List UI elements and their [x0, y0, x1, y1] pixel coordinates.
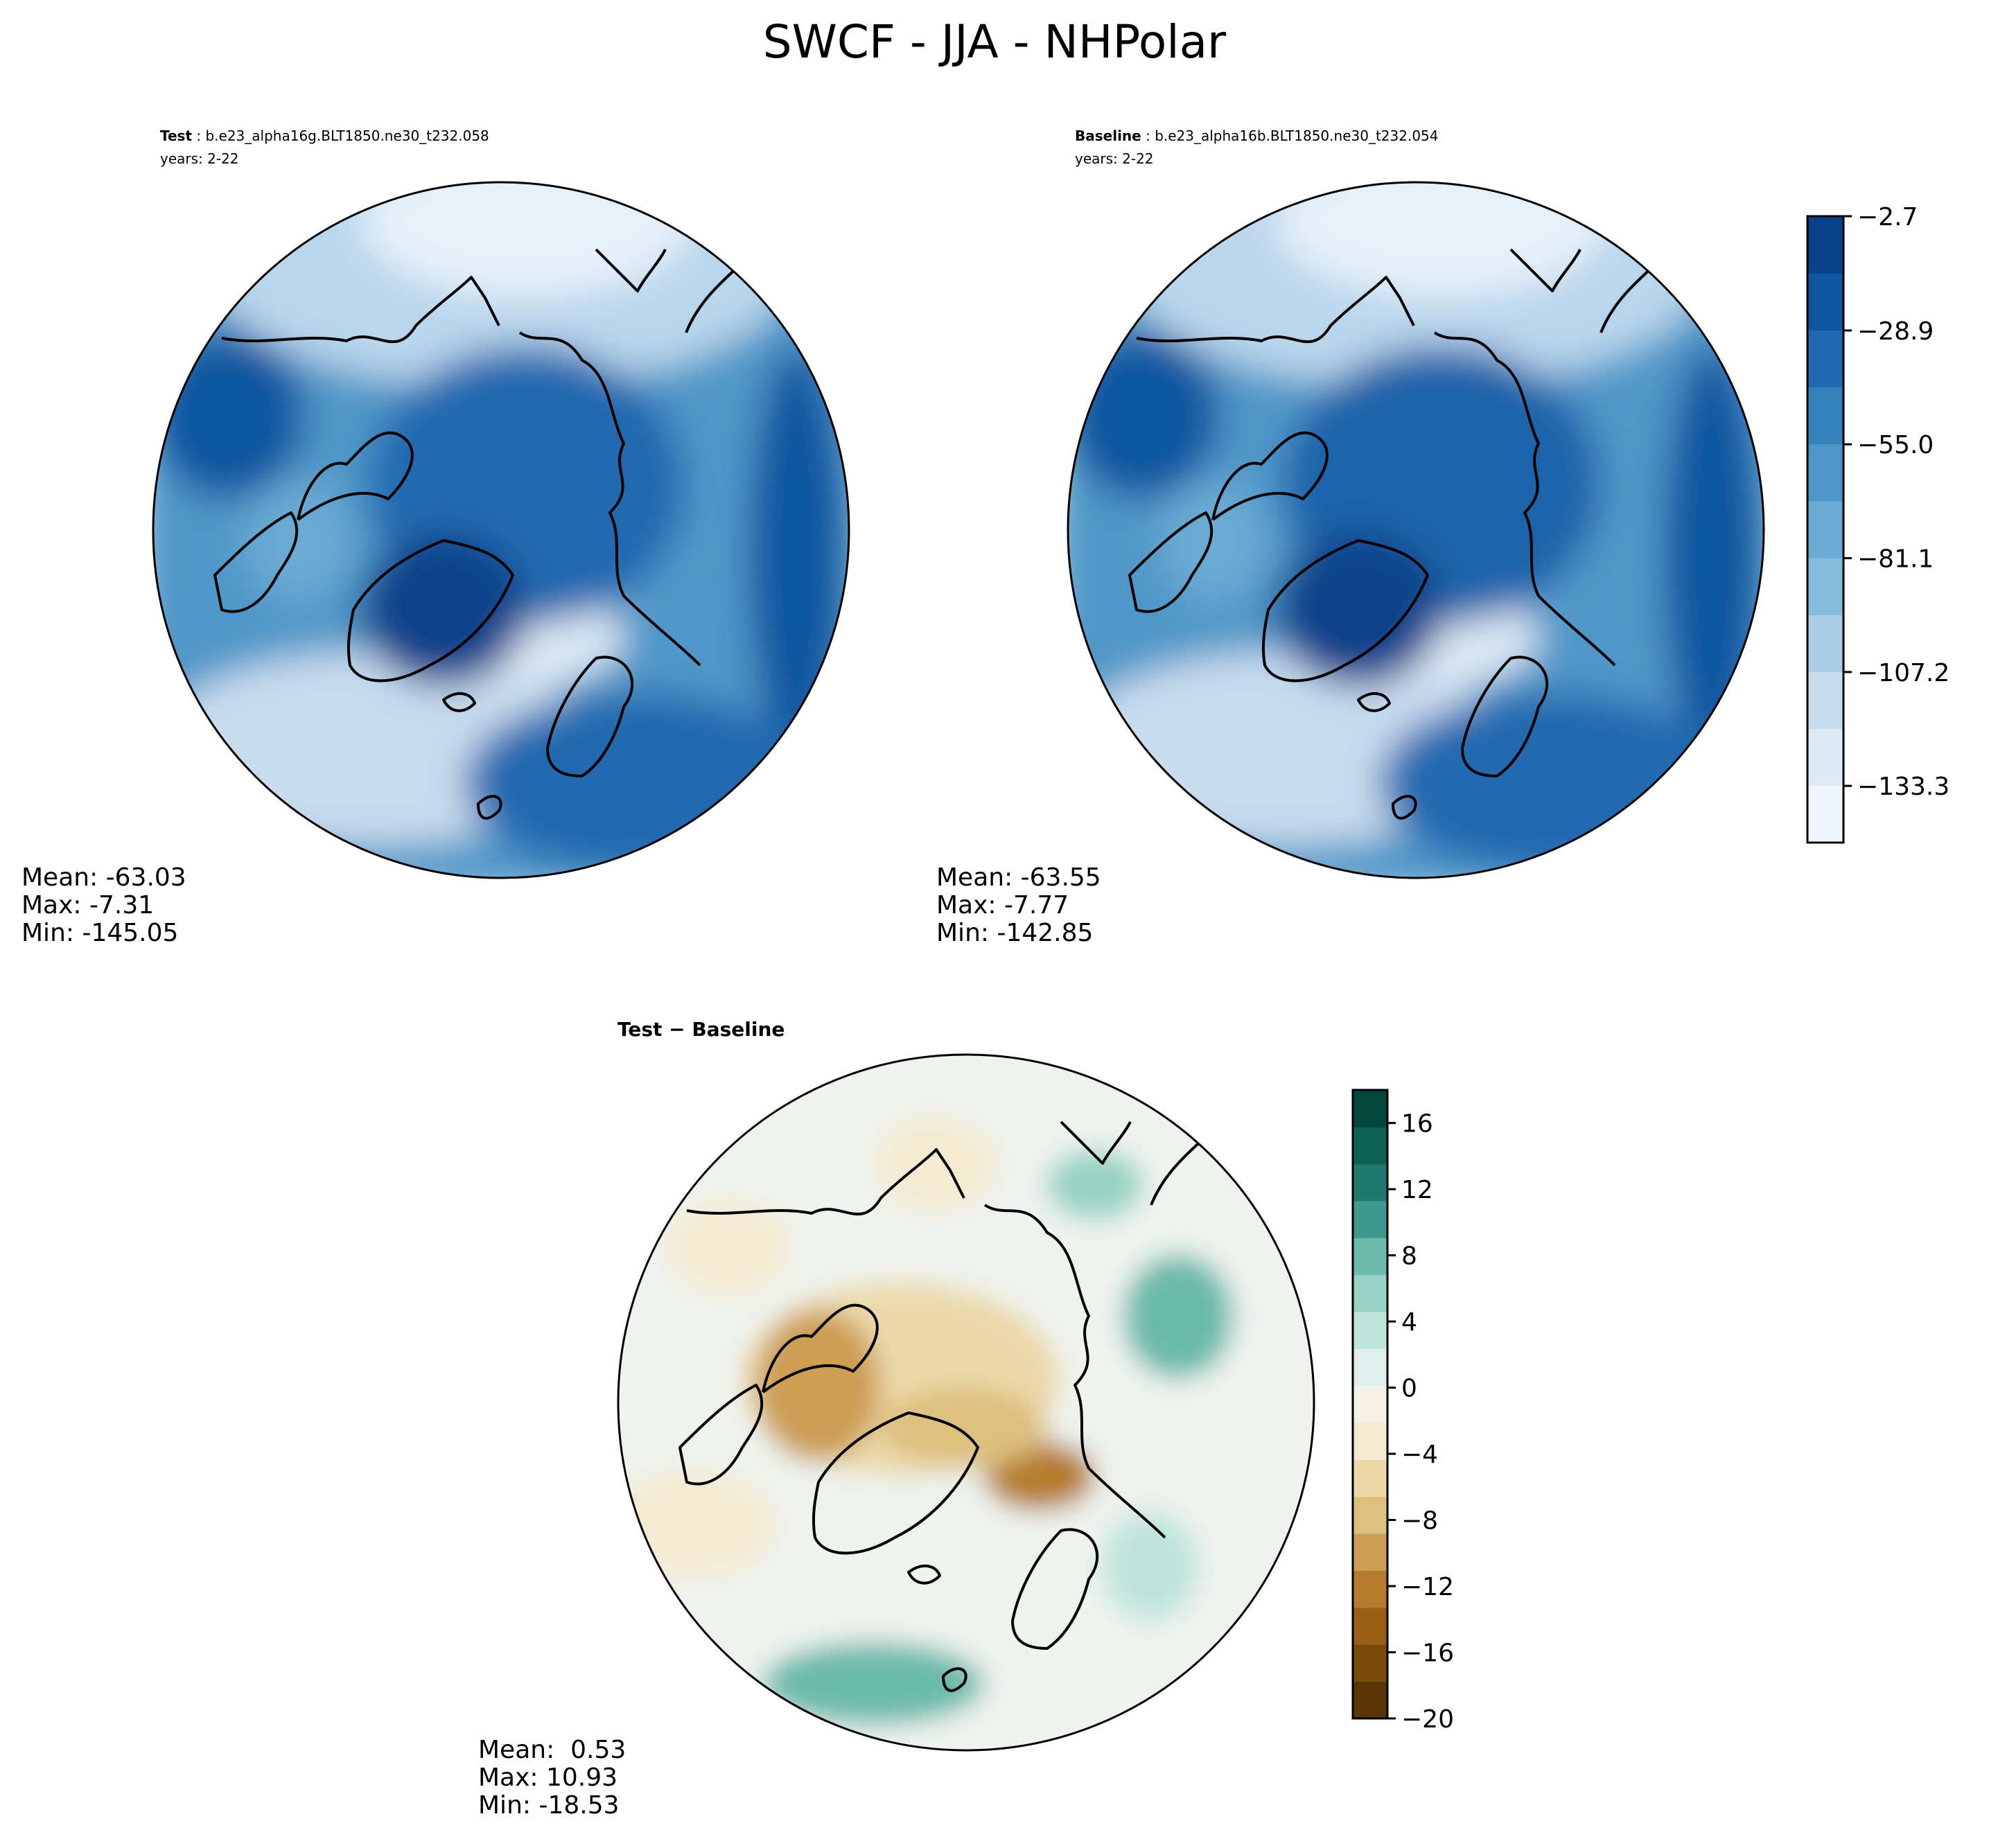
colorbar-top-swatch: [1807, 728, 1843, 786]
figure-title: SWCF - JJA - NHPolar: [763, 15, 1227, 69]
colorbar-diff-swatch: [1353, 1607, 1387, 1645]
colorbar-top-swatch: [1807, 443, 1843, 502]
baseline-panel-label: Baseline : b.e23_alpha16b.BLT1850.ne30_t…: [1075, 127, 1439, 144]
colorbar-top-outline: [1806, 215, 1845, 844]
colorbar-diff-tick-label: −4: [1401, 1441, 1438, 1469]
colorbar-diff-swatch: [1353, 1681, 1387, 1719]
colorbar-top-swatch: [1807, 558, 1843, 615]
colorbar-diff-tick-label: 12: [1401, 1176, 1433, 1204]
baseline-map: [1068, 182, 1764, 878]
colorbar-diff-tick-label: −8: [1401, 1507, 1438, 1535]
colorbar-top: −2.7 −28.9 −55.0 −81.1 −107.2 −133.3: [1806, 203, 1949, 844]
baseline-coastlines: [1128, 248, 1658, 820]
colorbar-diff-tick-label: 8: [1401, 1242, 1417, 1271]
colorbar-diff-swatch: [1353, 1201, 1387, 1238]
test-map: [153, 182, 849, 878]
diff-panel-label: Test − Baseline: [617, 1018, 785, 1041]
colorbar-diff-swatch: [1353, 1238, 1387, 1276]
colorbar-top-swatch: [1807, 273, 1843, 331]
colorbar-top-swatch: [1807, 387, 1843, 445]
test-label-bold: Test: [160, 127, 192, 144]
colorbar-top-swatch: [1807, 216, 1843, 274]
baseline-mean: Mean: -63.55: [936, 863, 1101, 892]
colorbar-diff-outline: [1351, 1089, 1389, 1720]
colorbar-top-tick-label: −55.0: [1857, 431, 1934, 459]
colorbar-top-tick-label: −28.9: [1857, 317, 1934, 346]
test-min: Min: -145.05: [21, 919, 178, 947]
colorbar-diff-tick-label: −16: [1401, 1639, 1454, 1668]
colorbar-diff-tick-label: 0: [1401, 1375, 1417, 1403]
baseline-stats: Mean: -63.55 Max: -7.77 Min: -142.85: [936, 863, 1101, 947]
colorbar-diff: 16 12 8 4 0 −4 −8 −12 −16 −20: [1351, 1089, 1454, 1734]
diff-min: Min: -18.53: [478, 1791, 620, 1820]
diff-max: Max: 10.93: [478, 1763, 617, 1792]
test-panel-label: Test : b.e23_alpha16g.BLT1850.ne30_t232.…: [160, 127, 489, 144]
baseline-panel: Baseline : b.e23_alpha16b.BLT1850.ne30_t…: [936, 127, 1765, 947]
colorbar-diff-swatch: [1353, 1496, 1387, 1534]
colorbar-diff-swatch: [1353, 1163, 1387, 1202]
colorbar-diff-swatch: [1353, 1533, 1387, 1572]
colorbar-diff-swatch: [1353, 1127, 1387, 1165]
diff-stats: Mean: 0.53 Max: 10.93 Min: -18.53: [478, 1736, 626, 1820]
colorbar-diff-tick-label: 16: [1401, 1110, 1433, 1138]
baseline-years: years: 2-22: [1075, 150, 1154, 167]
test-years: years: 2-22: [160, 150, 239, 167]
colorbar-diff-swatch: [1353, 1459, 1387, 1497]
colorbar-diff-swatch: [1353, 1274, 1387, 1312]
colorbar-top-swatch: [1807, 671, 1843, 730]
baseline-label-case: : b.e23_alpha16b.BLT1850.ne30_t232.054: [1141, 127, 1439, 144]
test-max: Max: -7.31: [21, 891, 154, 919]
colorbar-diff-swatch: [1353, 1385, 1387, 1423]
diff-panel: Test − Baseline: [478, 1018, 1315, 1820]
baseline-max: Max: -7.77: [936, 891, 1069, 919]
baseline-label-bold: Baseline: [1075, 127, 1141, 144]
diff-mean: Mean: 0.53: [478, 1736, 626, 1764]
diff-map: [618, 1055, 1314, 1750]
colorbar-top-swatch: [1807, 785, 1843, 843]
test-label-case: : b.e23_alpha16g.BLT1850.ne30_t232.058: [192, 127, 489, 144]
baseline-map-boundary: [1067, 181, 1765, 879]
diff-map-boundary: [617, 1053, 1315, 1752]
colorbar-top-swatch: [1807, 500, 1843, 558]
colorbar-top-tick-label: −133.3: [1857, 773, 1949, 801]
colorbar-top-tick-label: −107.2: [1857, 659, 1949, 687]
colorbar-diff-swatch: [1353, 1570, 1387, 1608]
colorbar-diff-tick-label: 4: [1401, 1308, 1417, 1337]
test-panel: Test : b.e23_alpha16g.BLT1850.ne30_t232.…: [21, 127, 850, 947]
test-mean: Mean: -63.03: [21, 863, 186, 892]
colorbar-top-tick-label: −2.7: [1857, 203, 1918, 231]
colorbar-diff-tick-label: −12: [1401, 1573, 1454, 1601]
colorbar-diff-swatch: [1353, 1090, 1387, 1127]
test-map-boundary: [152, 181, 850, 879]
colorbar-diff-tick-label: −20: [1401, 1705, 1454, 1734]
colorbar-diff-swatch: [1353, 1348, 1387, 1387]
baseline-min: Min: -142.85: [936, 919, 1093, 947]
colorbar-top-swatch: [1807, 330, 1843, 388]
colorbar-diff-swatch: [1353, 1423, 1387, 1461]
colorbar-diff-swatch: [1353, 1644, 1387, 1682]
colorbar-top-tick-label: −81.1: [1857, 545, 1934, 574]
test-stats: Mean: -63.03 Max: -7.31 Min: -145.05: [21, 863, 186, 947]
colorbar-diff-swatch: [1353, 1312, 1387, 1349]
colorbar-top-swatch: [1807, 615, 1843, 672]
